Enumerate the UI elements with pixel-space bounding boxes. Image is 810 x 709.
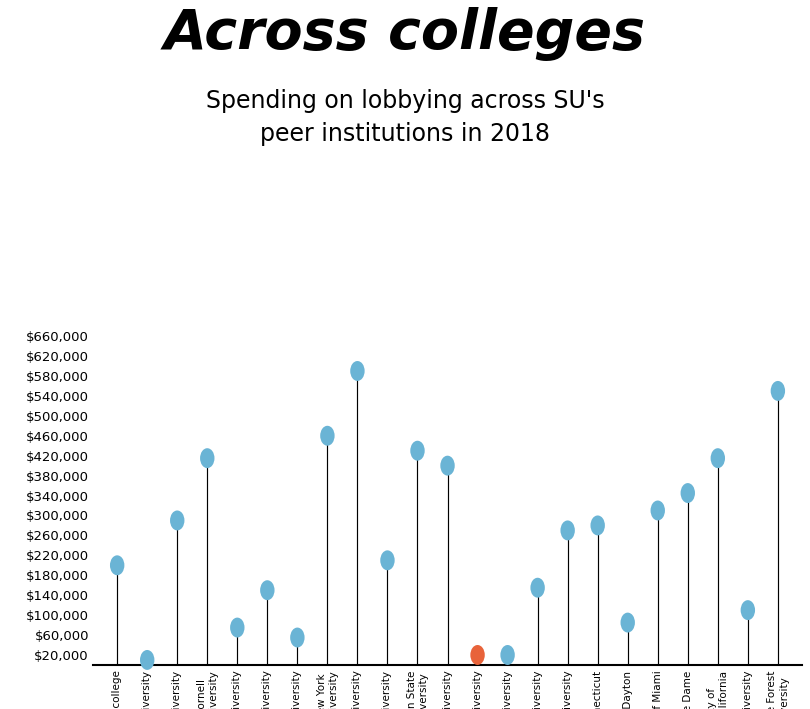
Text: Northwestern University: Northwestern University bbox=[382, 671, 393, 709]
Ellipse shape bbox=[350, 361, 364, 381]
Text: Cornell
University: Cornell University bbox=[197, 671, 218, 709]
Ellipse shape bbox=[320, 426, 335, 446]
Ellipse shape bbox=[380, 550, 394, 570]
Text: Lehigh University: Lehigh University bbox=[262, 671, 272, 709]
Text: Wake Forest
University: Wake Forest University bbox=[767, 671, 789, 709]
Text: Marquette University: Marquette University bbox=[292, 671, 302, 709]
Ellipse shape bbox=[590, 515, 605, 535]
Ellipse shape bbox=[200, 448, 215, 468]
Text: University of Miami: University of Miami bbox=[653, 671, 663, 709]
Text: Georgetown University: Georgetown University bbox=[232, 671, 242, 709]
Text: University of Notre Dame: University of Notre Dame bbox=[683, 671, 693, 709]
Text: Syracuse University: Syracuse University bbox=[472, 671, 483, 709]
Ellipse shape bbox=[740, 600, 755, 620]
Ellipse shape bbox=[260, 580, 275, 600]
Ellipse shape bbox=[710, 448, 725, 468]
Ellipse shape bbox=[441, 456, 454, 476]
Text: Brandeis University: Brandeis University bbox=[143, 671, 152, 709]
Ellipse shape bbox=[680, 483, 695, 503]
Text: Penn State
University: Penn State University bbox=[407, 671, 428, 709]
Text: Spending on lobbying across SU's
peer institutions in 2018: Spending on lobbying across SU's peer in… bbox=[206, 89, 604, 146]
Text: New York
University: New York University bbox=[317, 671, 339, 709]
Ellipse shape bbox=[230, 618, 245, 637]
Text: Tulane University: Tulane University bbox=[563, 671, 573, 709]
Ellipse shape bbox=[471, 645, 484, 665]
Text: Boston college: Boston college bbox=[112, 671, 122, 709]
Text: Tufts University: Tufts University bbox=[533, 671, 543, 709]
Text: Boston University: Boston University bbox=[173, 671, 182, 709]
Text: Vanderbilt University: Vanderbilt University bbox=[743, 671, 752, 709]
Ellipse shape bbox=[501, 645, 515, 665]
Ellipse shape bbox=[650, 501, 665, 520]
Ellipse shape bbox=[140, 650, 155, 670]
Ellipse shape bbox=[411, 441, 424, 461]
Text: Southern Methodist  University: Southern Methodist University bbox=[442, 671, 453, 709]
Ellipse shape bbox=[110, 555, 125, 575]
Text: Northeastern University: Northeastern University bbox=[352, 671, 362, 709]
Text: University of Connecticut: University of Connecticut bbox=[593, 671, 603, 709]
Ellipse shape bbox=[531, 578, 545, 598]
Ellipse shape bbox=[170, 510, 185, 530]
Ellipse shape bbox=[561, 520, 575, 540]
Ellipse shape bbox=[290, 627, 305, 647]
Text: The George Washington University: The George Washington University bbox=[502, 671, 513, 709]
Ellipse shape bbox=[770, 381, 785, 401]
Ellipse shape bbox=[620, 613, 635, 632]
Text: University of Dayton: University of Dayton bbox=[623, 671, 633, 709]
Text: Across colleges: Across colleges bbox=[164, 7, 646, 61]
Text: University of
Southern California: University of Southern California bbox=[707, 671, 729, 709]
